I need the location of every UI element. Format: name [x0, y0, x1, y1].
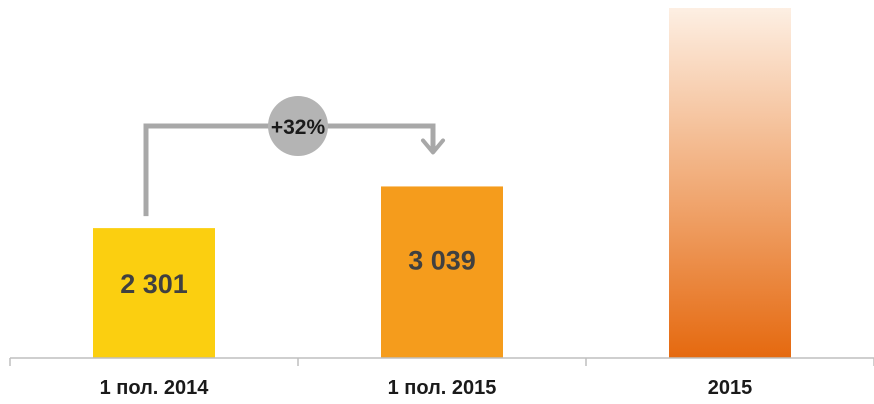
growth-arrow	[143, 96, 445, 217]
growth-label: +32%	[271, 116, 326, 139]
labels-layer: 1 пол. 2014 2 301 1 пол. 2015 3 039 2015 +32%	[100, 116, 753, 399]
bar-1	[93, 228, 215, 358]
growth-arrow-head	[421, 138, 445, 155]
value-label-1: 2 301	[120, 269, 188, 299]
x-axis	[9, 357, 874, 366]
category-label-1: 1 пол. 2014	[100, 377, 210, 399]
category-label-3: 2015	[708, 377, 753, 399]
value-label-2: 3 039	[408, 245, 476, 275]
growth-badge	[268, 96, 328, 156]
bar-3	[669, 8, 791, 358]
bars-layer	[93, 8, 791, 358]
bar-2	[381, 186, 503, 358]
category-label-2: 1 пол. 2015	[388, 377, 497, 399]
